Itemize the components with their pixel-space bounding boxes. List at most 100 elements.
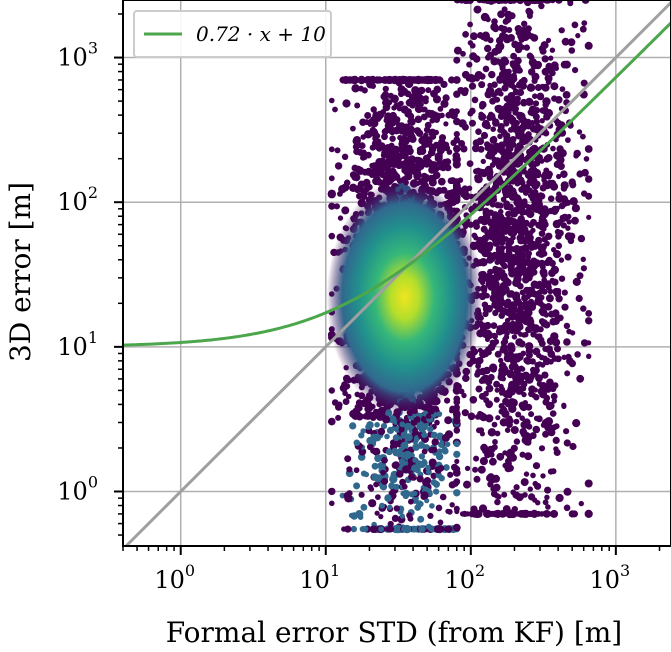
scatter-point [508, 404, 517, 413]
scatter-point [563, 487, 572, 496]
scatter-point [501, 6, 508, 13]
scatter-point [412, 77, 418, 83]
scatter-point [538, 230, 546, 237]
scatter-point [534, 118, 540, 124]
scatter-point [375, 411, 384, 419]
scatter-point [417, 515, 425, 523]
scatter-point [497, 141, 506, 150]
scatter-point [485, 331, 494, 340]
scatter-point [498, 403, 505, 409]
scatter-point [459, 511, 466, 517]
scatter-point [561, 303, 569, 311]
scatter-point [497, 112, 505, 120]
scatter-point [496, 252, 505, 261]
scatter-point [327, 190, 336, 199]
scatter-point [494, 104, 504, 114]
scatter-point [563, 338, 571, 346]
scatter-point [401, 137, 407, 144]
scatter-point [542, 209, 550, 217]
scatter-point [539, 362, 546, 368]
scatter-point [522, 243, 529, 250]
scatter-point [358, 447, 367, 456]
scatter-point [332, 106, 338, 113]
scatter-point [512, 98, 519, 104]
scatter-point [476, 427, 482, 434]
scatter-point [444, 164, 452, 172]
scatter-point [488, 277, 495, 284]
scatter-point [481, 219, 487, 226]
scatter-point [548, 259, 556, 267]
scatter-point [425, 464, 431, 471]
scatter-point [532, 204, 541, 213]
scatter-point [580, 79, 588, 87]
scatter-point [537, 250, 546, 258]
scatter-point [496, 87, 503, 94]
scatter-point [525, 97, 534, 106]
scatter-point [567, 0, 574, 7]
scatter-point [449, 502, 455, 508]
scatter-point [532, 387, 538, 393]
scatter-point [482, 448, 489, 455]
y-tick-label-3: 103 [57, 39, 98, 72]
x-tick-label-0: 100 [154, 561, 195, 594]
scatter-point [558, 27, 565, 34]
scatter-point [526, 13, 533, 19]
scatter-point [537, 326, 544, 333]
scatter-point [473, 223, 480, 230]
scatter-point [418, 525, 426, 533]
scatter-point [388, 482, 396, 490]
scatter-point [494, 303, 504, 313]
scatter-point [473, 455, 480, 462]
scatter-point [389, 135, 396, 142]
scatter-point [329, 500, 335, 507]
scatter-point [370, 83, 376, 89]
scatter-point [358, 491, 365, 498]
scatter-point [538, 318, 546, 325]
scatter-point [401, 525, 408, 533]
scatter-point [444, 397, 451, 404]
scatter-point [515, 81, 524, 89]
scatter-point [453, 56, 461, 64]
scatter-point [462, 374, 470, 383]
scatter-point [535, 374, 543, 383]
scatter-point [461, 123, 469, 131]
scatter-point [466, 160, 474, 168]
scatter-point [338, 185, 347, 194]
scatter-point [585, 192, 593, 200]
scatter-point [453, 505, 460, 512]
scatter-point [484, 378, 493, 386]
scatter-point [333, 203, 340, 210]
scatter-point [520, 430, 529, 439]
scatter-point [349, 409, 358, 418]
scatter-point [475, 128, 482, 135]
scatter-point [479, 103, 486, 110]
scatter-point [371, 462, 379, 470]
scatter-point [536, 352, 542, 358]
scatter-point [335, 414, 342, 421]
scatter-point [342, 99, 351, 108]
scatter-point [511, 334, 518, 340]
scatter-point [376, 161, 384, 169]
scatter-point [482, 287, 488, 293]
scatter-point [569, 197, 578, 206]
scatter-point [518, 331, 524, 337]
scatter-point [532, 480, 539, 487]
scatter-point [373, 481, 379, 488]
scatter-point [357, 149, 365, 156]
scatter-point [479, 73, 486, 80]
scatter-point [353, 439, 361, 447]
scatter-point [463, 71, 469, 77]
scatter-point [408, 498, 414, 505]
scatter-point [536, 280, 543, 287]
scatter-point [505, 218, 513, 226]
scatter-point [496, 452, 505, 461]
scatter-point [364, 77, 371, 83]
scatter-point [480, 158, 486, 165]
y-tick-label-1: 101 [57, 328, 98, 361]
scatter-point [496, 222, 503, 229]
scatter-point [452, 523, 461, 532]
scatter-point [565, 225, 571, 231]
scatter-point [475, 385, 483, 393]
scatter-point [512, 88, 520, 96]
scatter-point [380, 423, 388, 430]
